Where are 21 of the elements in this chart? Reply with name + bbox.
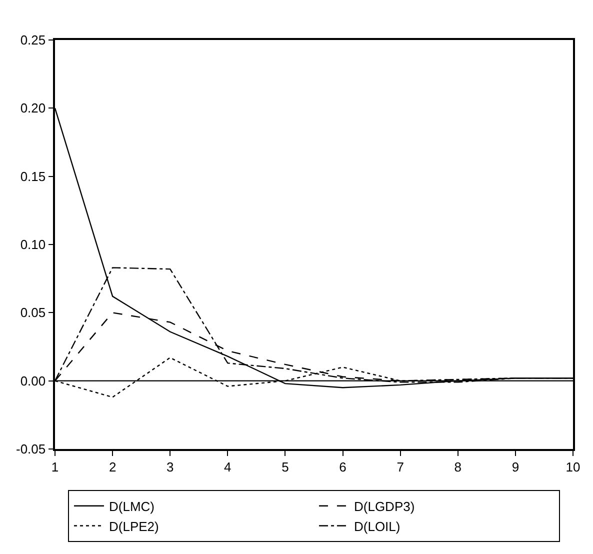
legend-label: D(LOIL) bbox=[354, 518, 400, 534]
x-tick-label: 3 bbox=[166, 459, 174, 474]
legend-label: D(LGDP3) bbox=[354, 498, 415, 514]
x-tick-label: 4 bbox=[224, 459, 232, 474]
y-tick-label: -0.05 bbox=[16, 442, 46, 457]
legend-label: D(LMC) bbox=[109, 498, 154, 514]
x-tick-label: 9 bbox=[512, 459, 520, 474]
y-tick-label: 0.25 bbox=[20, 32, 46, 48]
legend-label: D(LPE2) bbox=[109, 518, 159, 534]
x-tick-label: 10 bbox=[566, 459, 580, 474]
y-tick-label: 0.10 bbox=[20, 237, 46, 252]
x-tick-label: 8 bbox=[454, 459, 462, 474]
y-tick-label: 0.15 bbox=[20, 168, 46, 184]
x-tick-label: 5 bbox=[282, 459, 289, 474]
y-tick-label: 0.05 bbox=[20, 305, 46, 320]
x-tick-label: 2 bbox=[108, 459, 116, 474]
x-tick-label: 7 bbox=[396, 459, 404, 474]
y-tick-label: 0.20 bbox=[20, 100, 46, 116]
x-tick-label: 1 bbox=[51, 459, 59, 474]
x-tick-label: 6 bbox=[339, 459, 346, 474]
y-tick-label: 0.00 bbox=[20, 373, 46, 388]
